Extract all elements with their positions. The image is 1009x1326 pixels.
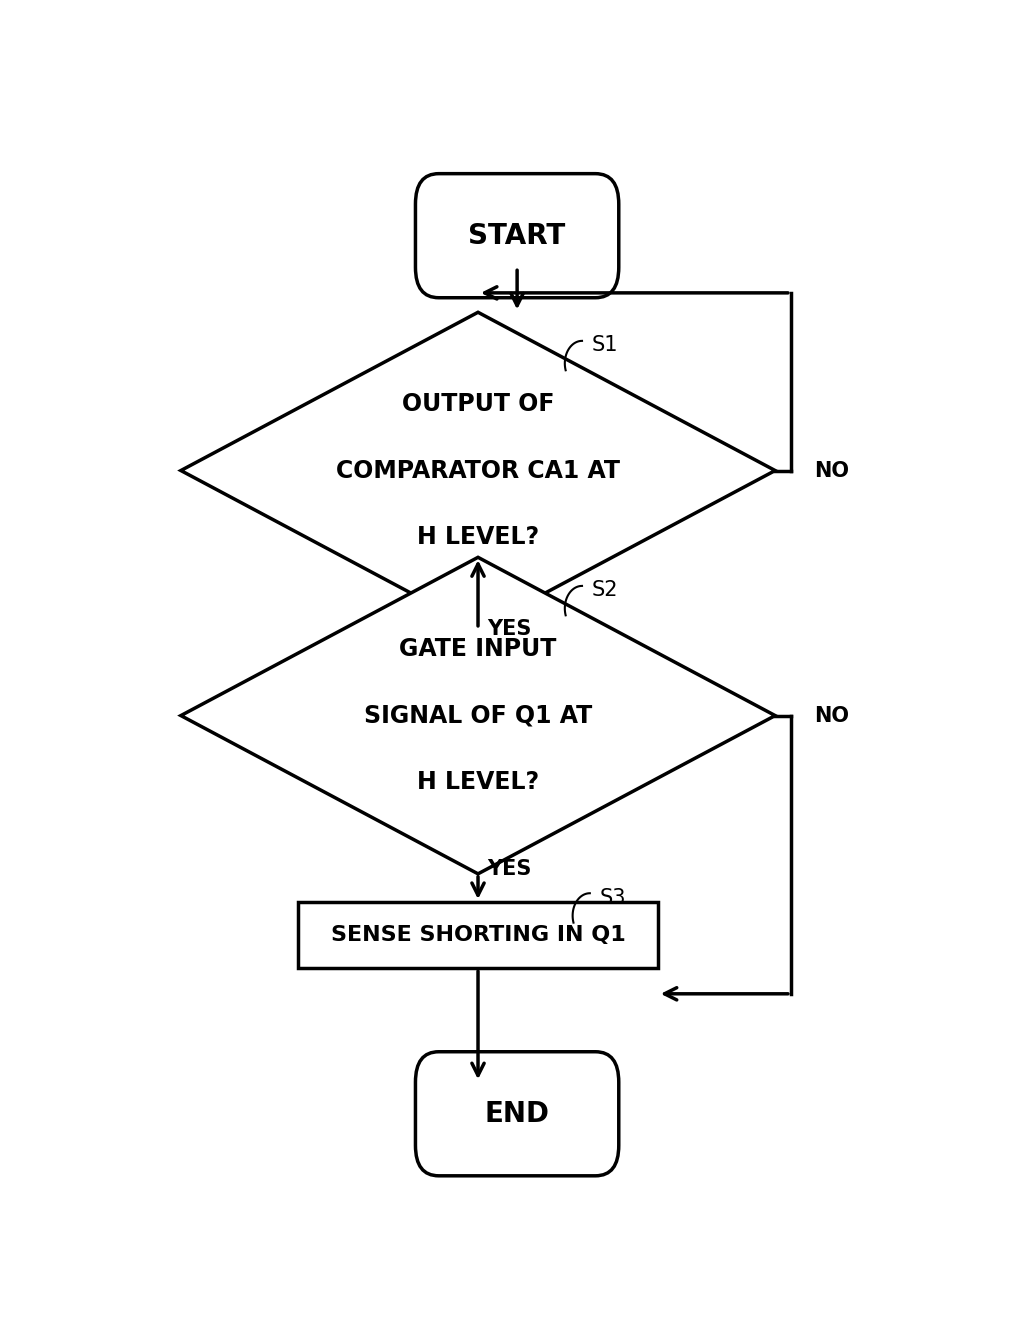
Text: GATE INPUT: GATE INPUT — [400, 636, 557, 662]
Text: SIGNAL OF Q1 AT: SIGNAL OF Q1 AT — [364, 704, 592, 728]
Text: H LEVEL?: H LEVEL? — [417, 525, 539, 549]
Text: S3: S3 — [599, 887, 626, 907]
Text: NO: NO — [814, 705, 850, 725]
Polygon shape — [181, 557, 775, 874]
Bar — [299, 902, 658, 968]
Text: H LEVEL?: H LEVEL? — [417, 770, 539, 794]
Text: START: START — [468, 221, 566, 249]
Text: SENSE SHORTING IN Q1: SENSE SHORTING IN Q1 — [331, 926, 626, 945]
Text: YES: YES — [487, 619, 532, 639]
Text: YES: YES — [487, 859, 532, 879]
Text: OUTPUT OF: OUTPUT OF — [402, 392, 554, 416]
FancyBboxPatch shape — [416, 174, 619, 298]
FancyBboxPatch shape — [416, 1052, 619, 1176]
Text: END: END — [484, 1099, 550, 1128]
Text: COMPARATOR CA1 AT: COMPARATOR CA1 AT — [336, 459, 620, 483]
Text: S1: S1 — [591, 335, 618, 355]
Polygon shape — [181, 312, 775, 629]
Text: S2: S2 — [591, 581, 618, 601]
Text: NO: NO — [814, 460, 850, 480]
